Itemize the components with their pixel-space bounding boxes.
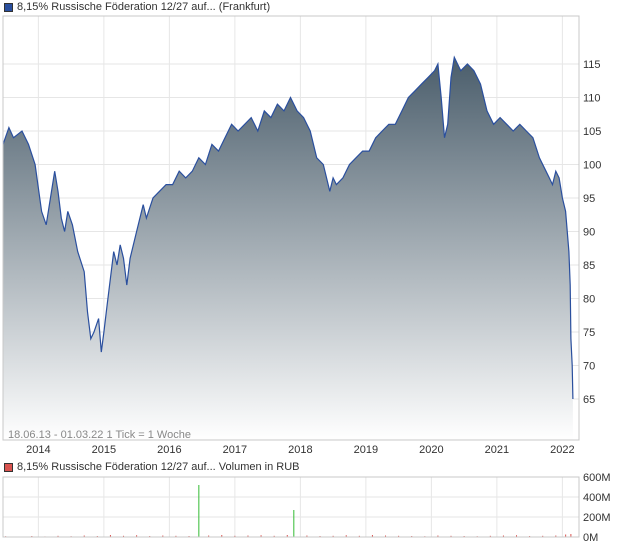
volume-y-tick-label: 0M	[583, 532, 598, 544]
price-x-tick-label: 2018	[288, 444, 312, 456]
price-x-tick-label: 2021	[485, 444, 509, 456]
range-info-text: 18.06.13 - 01.03.22 1 Tick = 1 Woche	[8, 429, 191, 441]
volume-legend-label: 8,15% Russische Föderation 12/27 auf... …	[17, 461, 300, 473]
price-x-tick-label: 2022	[550, 444, 574, 456]
volume-y-tick-label: 400M	[583, 492, 611, 504]
price-line	[2, 55, 574, 400]
price-area	[3, 57, 573, 441]
volume-y-axis: 0M 200M 400M 600M	[583, 472, 611, 544]
price-plot-frame	[2, 15, 580, 441]
price-legend-swatch	[4, 2, 13, 12]
price-y-tick-label: 100	[583, 160, 601, 172]
volume-grid	[3, 476, 579, 538]
price-x-axis: 2014 2015 2016 2017 2018 2019 2020 2021 2022	[26, 444, 574, 456]
price-x-tick-label: 2019	[354, 444, 378, 456]
price-y-tick-label: 70	[583, 361, 595, 373]
volume-legend-swatch	[4, 462, 13, 472]
price-y-tick-label: 115	[583, 59, 601, 71]
price-y-axis: 65 70 75 80 85 90 95 100 105 110 115	[583, 59, 601, 406]
volume-plot-frame	[2, 476, 580, 538]
price-x-tick-label: 2014	[26, 444, 50, 456]
price-x-tick-label: 2015	[92, 444, 116, 456]
price-y-tick-label: 80	[583, 294, 595, 306]
volume-y-tick-label: 200M	[583, 512, 611, 524]
volume-bars	[5, 485, 572, 537]
price-y-tick-label: 75	[583, 327, 595, 339]
price-legend: 8,15% Russische Föderation 12/27 auf... …	[4, 0, 270, 14]
price-x-tick-label: 2017	[223, 444, 247, 456]
price-y-tick-label: 85	[583, 260, 595, 272]
price-legend-label: 8,15% Russische Föderation 12/27 auf... …	[17, 1, 271, 13]
price-x-tick-label: 2020	[419, 444, 443, 456]
price-y-tick-label: 65	[583, 394, 595, 406]
price-y-tick-label: 105	[583, 126, 601, 138]
volume-legend: 8,15% Russische Föderation 12/27 auf... …	[4, 460, 300, 474]
price-y-tick-label: 95	[583, 193, 595, 205]
price-x-tick-label: 2016	[157, 444, 181, 456]
volume-y-tick-label: 600M	[583, 472, 611, 484]
price-y-tick-label: 110	[583, 93, 601, 105]
price-y-tick-label: 90	[583, 227, 595, 239]
